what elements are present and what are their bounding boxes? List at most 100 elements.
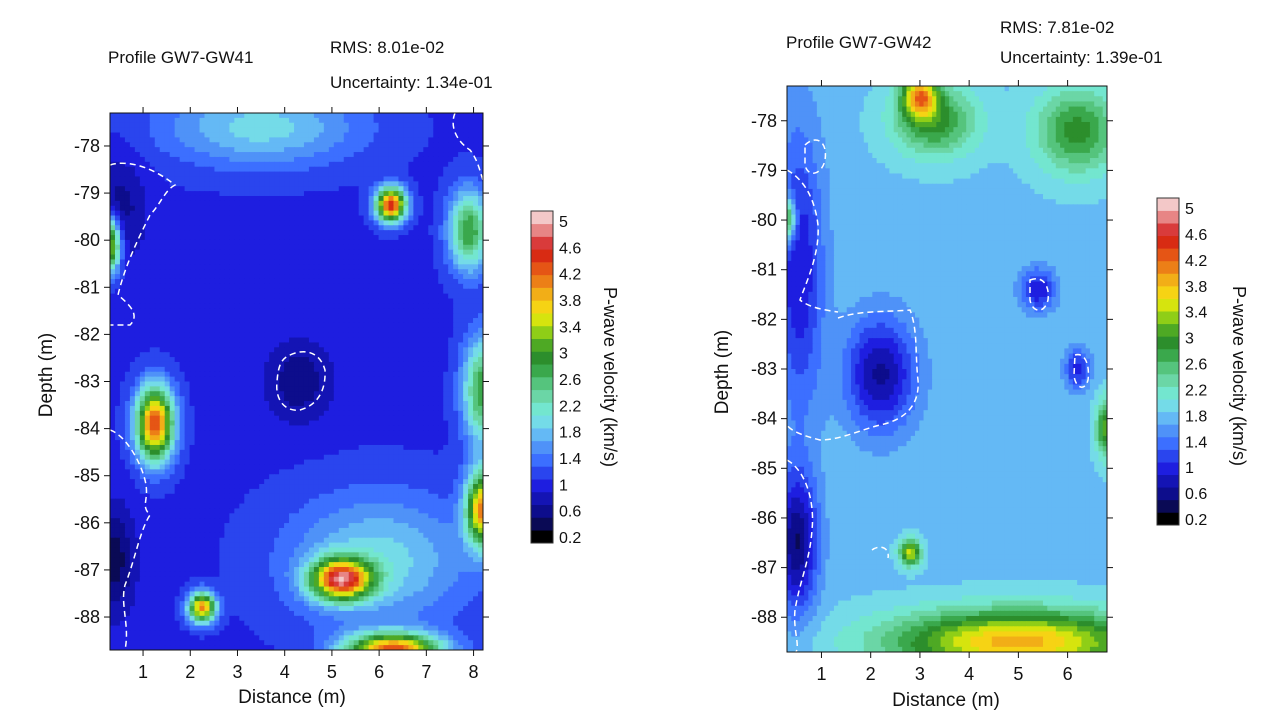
heat-cell [159, 127, 166, 134]
heat-cell [144, 220, 151, 226]
heat-cell [154, 322, 161, 329]
heat-cell [169, 191, 176, 197]
heat-cell [403, 332, 409, 339]
heat-cell [373, 318, 380, 324]
heat-cell [174, 371, 181, 378]
heat-cell [433, 332, 439, 339]
heat-cell [229, 332, 235, 339]
heat-cell [343, 117, 350, 124]
heat-cell [219, 137, 225, 143]
heat-cell [418, 308, 424, 314]
heat-cell [274, 225, 280, 231]
heat-cell [373, 166, 380, 173]
heat-cell [418, 171, 424, 178]
heat-cell [229, 371, 235, 378]
heat-cell [244, 142, 250, 148]
heat-cell [408, 205, 414, 212]
heat-cell [323, 386, 330, 392]
heat-cell [179, 210, 186, 217]
heat-cell [249, 278, 255, 285]
heat-cell [298, 430, 305, 436]
heat-cell [443, 391, 449, 397]
heat-cell [388, 249, 395, 256]
heat-cell [294, 381, 300, 387]
heat-cell [184, 327, 191, 334]
heat-cell [274, 425, 280, 431]
heat-cell [184, 366, 191, 373]
heat-cell [189, 303, 196, 309]
heat-cell [408, 215, 414, 221]
heat-cell [413, 259, 419, 265]
heat-cell [353, 171, 360, 178]
heat-cell [279, 132, 285, 139]
heat-cell [284, 239, 290, 246]
heat-cell [114, 396, 121, 402]
heat-cell [308, 327, 315, 334]
heat-cell [313, 113, 320, 119]
heat-cell [264, 410, 270, 417]
heat-cell [144, 239, 151, 246]
heat-cell [264, 337, 270, 344]
heat-cell [184, 274, 191, 280]
heat-cell [249, 420, 255, 427]
heat-cell [373, 181, 380, 187]
heat-cell [139, 127, 146, 134]
heat-cell [119, 298, 126, 304]
heat-cell [229, 396, 235, 402]
heat-cell [229, 127, 235, 134]
heat-cell [408, 342, 414, 348]
heat-cell [134, 327, 141, 334]
heat-cell [383, 147, 390, 153]
heat-cell [383, 308, 390, 314]
heat-cell [124, 342, 131, 348]
heat-cell [259, 283, 265, 290]
heat-cell [418, 269, 424, 275]
heat-cell [433, 210, 439, 217]
heat-cell [323, 396, 330, 402]
heat-cell [358, 366, 365, 373]
heat-cell [169, 376, 176, 383]
heat-cell [358, 113, 365, 119]
heat-cell [249, 298, 255, 304]
heat-cell [323, 264, 330, 270]
heat-cell [194, 186, 201, 192]
heat-cell [358, 420, 365, 427]
heat-cell [443, 200, 449, 207]
heat-cell [189, 176, 196, 182]
heat-cell [308, 435, 315, 441]
heat-cell [458, 332, 464, 339]
heat-cell [398, 425, 405, 431]
heat-cell [328, 342, 335, 348]
heat-cell [264, 230, 270, 236]
heat-cell [323, 235, 330, 241]
heat-cell [279, 381, 285, 387]
heat-cell [214, 386, 221, 392]
heat-cell [393, 249, 400, 256]
heat-cell [239, 127, 245, 134]
heat-cell [348, 405, 355, 412]
heat-cell [383, 220, 390, 226]
heat-cell [174, 147, 181, 153]
heat-cell [229, 357, 235, 363]
heat-cell [269, 283, 275, 290]
heat-cell [318, 254, 325, 261]
heat-cell [169, 415, 176, 422]
heat-cell [209, 322, 216, 329]
heat-cell [398, 376, 405, 383]
heat-cell [254, 322, 260, 329]
heat-cell [274, 401, 280, 407]
heat-cell [348, 357, 355, 363]
heat-cell [294, 127, 300, 134]
heat-cell [333, 342, 340, 348]
heat-cell [298, 401, 305, 407]
heat-cell [323, 283, 330, 290]
heat-cell [224, 186, 230, 192]
heat-cell [478, 225, 483, 231]
heat-cell [184, 200, 191, 207]
heat-cell [398, 132, 405, 139]
heat-cell [189, 171, 196, 178]
heat-cell [154, 415, 161, 422]
heat-cell [129, 210, 136, 217]
heat-cell [458, 283, 464, 290]
heat-cell [383, 127, 390, 134]
